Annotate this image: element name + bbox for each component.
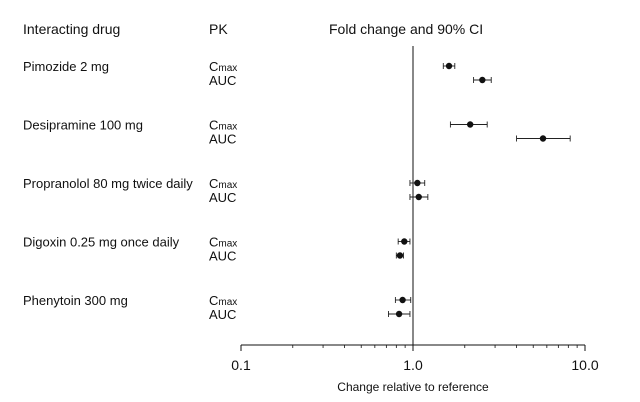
pk-label-4-auc: AUC [209,307,236,322]
pk-label-1-auc: AUC [209,132,236,147]
pk-label-1-cmax: Cmax [209,118,237,133]
x-tick-label-1: 1.0 [403,357,423,373]
point-estimate-0-auc [479,76,486,84]
point-estimate-3-auc [396,252,404,259]
point-estimate-0-cmax [445,62,453,70]
x-tick-label-2: 10.0 [571,357,598,373]
pk-label-3-auc: AUC [209,249,236,264]
pk-label-2-cmax: Cmax [209,176,237,191]
point-estimate-4-auc [395,310,403,318]
point-estimate-3-cmax [401,238,408,245]
pk-label-4-cmax: Cmax [209,293,237,308]
drug-label-1: Desipramine 100 mg [23,118,143,133]
x-tick-label-0: 0.1 [231,357,251,373]
pk-label-0-cmax: Cmax [209,59,237,74]
drug-label-2: Propranolol 80 mg twice daily [23,176,193,191]
pk-label-0-auc: AUC [209,73,236,88]
header-interacting-drug: Interacting drug [23,21,120,37]
point-estimate-2-cmax [414,179,421,187]
header-fold-change: Fold change and 90% CI [329,21,483,37]
point-estimate-1-auc [539,135,547,142]
pk-label-2-auc: AUC [209,190,236,205]
drug-label-0: Pimozide 2 mg [23,59,109,74]
drug-label-3: Digoxin 0.25 mg once daily [23,235,180,250]
point-estimate-1-cmax [466,121,474,128]
point-estimate-4-cmax [399,296,406,304]
drug-label-4: Phenytoin 300 mg [23,293,128,308]
pk-label-3-cmax: Cmax [209,235,237,250]
header-pk: PK [209,21,228,37]
point-estimate-2-auc [415,193,422,201]
x-axis-label: Change relative to reference [337,380,489,394]
